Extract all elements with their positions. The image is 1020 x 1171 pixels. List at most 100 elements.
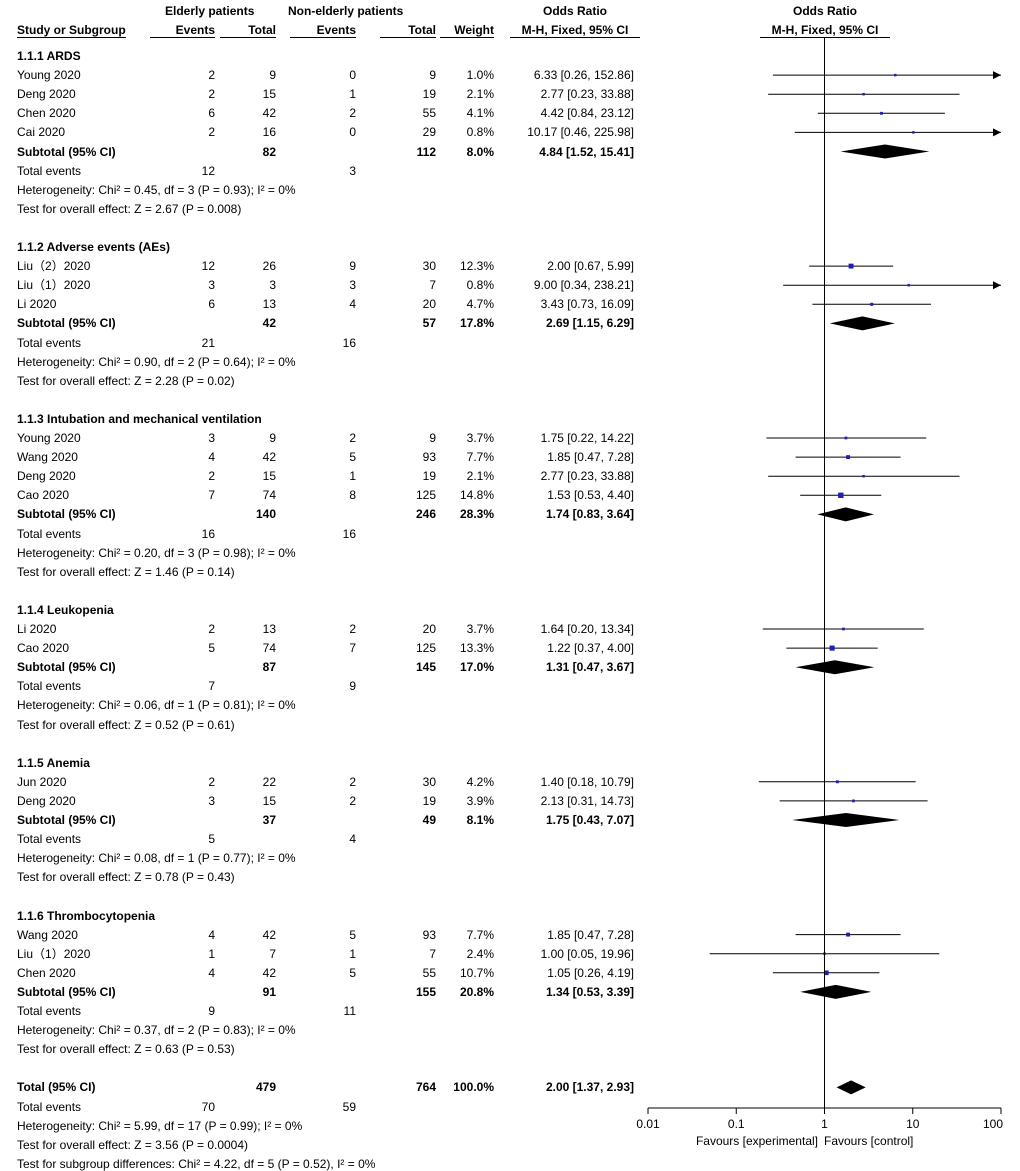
study-events1: 7 [208, 488, 215, 503]
subtotal-diamond [792, 813, 900, 827]
study-total1: 42 [262, 450, 276, 465]
subgroup-title: 1.1.4 Leukopenia [17, 602, 114, 617]
subtotal-label: Subtotal (95% CI) [17, 316, 116, 331]
total-weight: 100.0% [453, 1080, 494, 1095]
study-weight: 3.7% [466, 622, 494, 636]
group2-header: Non-elderly patients [288, 4, 404, 18]
study-total2: 19 [422, 87, 436, 102]
study-ci: 2.13 [0.31, 14.73] [540, 793, 634, 808]
study-name: Liu（1）2020 [17, 946, 91, 961]
study-events1: 2 [208, 469, 215, 484]
study-events1: 2 [208, 774, 215, 789]
subtotal-weight: 8.1% [466, 813, 494, 827]
group1-header: Elderly patients [165, 4, 255, 18]
study-point [862, 474, 865, 478]
study-total2: 20 [422, 297, 436, 312]
study-events1: 4 [208, 965, 215, 980]
subgroup-title: 1.1.2 Adverse events (AEs) [17, 240, 170, 254]
study-events1: 4 [208, 927, 215, 942]
or-left-header: Odds Ratio [542, 4, 607, 18]
overall-effect-text: Test for overall effect: Z = 1.46 (P = 0… [17, 564, 235, 579]
col-total1-header: Total [220, 23, 276, 38]
subtotal-weight: 8.0% [466, 144, 494, 159]
study-point [846, 455, 851, 460]
study-total2: 55 [422, 965, 436, 980]
study-events2: 5 [349, 450, 356, 465]
study-events2: 2 [349, 106, 356, 121]
subtotal-label: Subtotal (95% CI) [17, 813, 116, 827]
study-weight: 2.4% [466, 946, 494, 961]
study-total1: 9 [269, 68, 276, 83]
study-weight: 1.0% [466, 68, 494, 83]
study-events1: 2 [208, 87, 215, 102]
study-events2: 7 [349, 641, 356, 656]
total-events2: 9 [349, 679, 356, 694]
study-total2: 7 [429, 278, 436, 293]
total-events1: 7 [208, 679, 215, 694]
col-events2-header: Events [290, 23, 356, 38]
study-name: Cao 2020 [17, 641, 70, 656]
total-events2: 3 [349, 163, 356, 178]
study-ci: 9.00 [0.34, 238.21] [533, 278, 634, 293]
subgroup-title: 1.1.5 Anemia [17, 755, 90, 770]
study-ci: 1.53 [0.53, 4.40] [547, 488, 634, 503]
subtotal-weight: 17.0% [459, 660, 494, 675]
study-ci: 1.85 [0.47, 7.28] [547, 927, 634, 942]
study-events1: 3 [208, 431, 215, 445]
total-events-label: Total events [17, 526, 82, 541]
study-total2: 19 [422, 793, 436, 808]
col-study-header: Study or Subgroup [17, 23, 126, 38]
study-total1: 13 [262, 622, 276, 636]
subtotal-label: Subtotal (95% CI) [17, 144, 116, 159]
subtotal-total2: 49 [422, 813, 436, 827]
study-total2: 30 [422, 259, 436, 274]
subtotal-label: Subtotal (95% CI) [17, 507, 116, 522]
x-tick-label: 10 [906, 1117, 920, 1131]
study-events2: 0 [349, 68, 356, 83]
subtotal-diamond [840, 144, 930, 159]
x-tick-label: 0.01 [636, 1117, 660, 1131]
subtotal-label: Subtotal (95% CI) [17, 660, 116, 675]
overall-effect-text: Test for overall effect: Z = 2.28 (P = 0… [17, 373, 235, 388]
study-events2: 2 [349, 622, 356, 636]
study-total1: 15 [262, 87, 276, 102]
study-weight: 0.8% [466, 125, 494, 140]
study-ci: 4.42 [0.84, 23.12] [540, 106, 634, 121]
study-total1: 13 [262, 297, 276, 312]
total-events1: 9 [208, 1004, 215, 1018]
ci-arrow [993, 281, 1001, 290]
study-total2: 9 [429, 431, 436, 445]
study-events2: 9 [349, 259, 356, 274]
study-total1: 9 [269, 431, 276, 445]
study-total2: 19 [422, 469, 436, 484]
subtotal-ci: 1.34 [0.53, 3.39] [545, 984, 634, 999]
study-point [835, 780, 839, 784]
subtotal-weight: 20.8% [459, 984, 494, 999]
study-events2: 5 [349, 927, 356, 942]
study-ci: 1.05 [0.26, 4.19] [547, 965, 634, 980]
total-events2: 59 [342, 1099, 356, 1114]
study-point [907, 283, 910, 287]
study-events2: 2 [349, 431, 356, 445]
study-point [838, 492, 844, 498]
total-events-label: Total events [17, 335, 82, 350]
total-events2: 4 [349, 832, 356, 847]
subtotal-weight: 28.3% [459, 507, 494, 522]
total-events1: 5 [208, 832, 215, 847]
study-point [870, 302, 874, 306]
overall-effect-text: Test for overall effect: Z = 0.52 (P = 0… [17, 717, 235, 732]
subtotal-total1: 82 [262, 144, 276, 159]
favours-left-label: Favours [experimental] [695, 1134, 818, 1148]
subtotal-ci: 1.31 [0.47, 3.67] [545, 660, 634, 675]
study-ci: 1.85 [0.47, 7.28] [547, 450, 634, 465]
study-events2: 2 [349, 774, 356, 789]
study-total1: 15 [262, 469, 276, 484]
heterogeneity-text: Heterogeneity: Chi² = 0.08, df = 1 (P = … [17, 851, 296, 866]
study-ci: 2.77 [0.23, 33.88] [540, 87, 634, 102]
study-point [842, 627, 845, 631]
subtotal-total1: 87 [262, 660, 276, 675]
study-events1: 5 [208, 641, 215, 656]
subgroup-title: 1.1.6 Thrombocytopenia [17, 908, 156, 923]
study-total1: 42 [262, 106, 276, 121]
